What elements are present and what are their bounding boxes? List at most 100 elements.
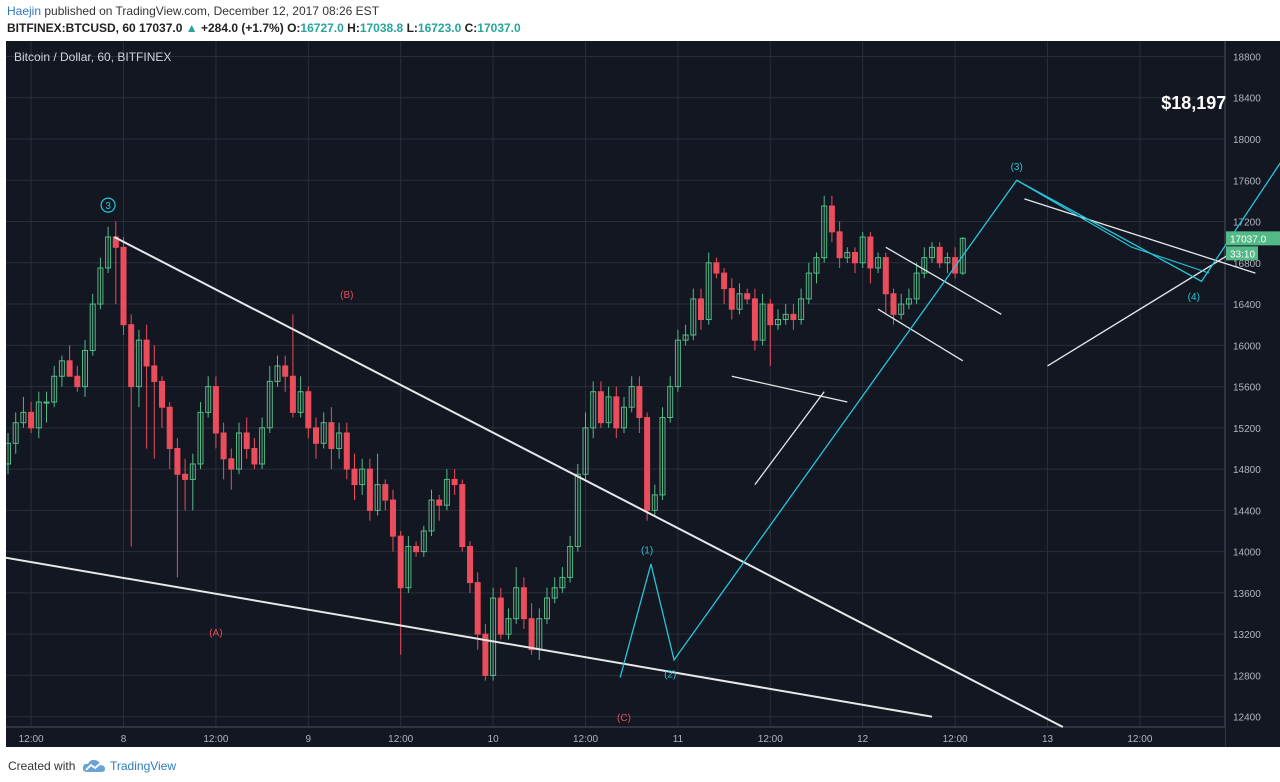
candle-body xyxy=(382,484,389,501)
y-tick-label: 13600 xyxy=(1233,589,1261,600)
candle-body xyxy=(905,298,912,305)
wave-label: (B) xyxy=(340,290,353,301)
candle-body xyxy=(459,484,466,547)
trendline xyxy=(754,391,825,485)
candle-body xyxy=(482,633,489,676)
candle-body xyxy=(35,401,42,429)
y-tick-label: 12400 xyxy=(1233,713,1261,724)
candle-body xyxy=(266,380,273,429)
publish-info: Haejin published on TradingView.com, Dec… xyxy=(7,4,379,18)
candle-body xyxy=(220,432,227,460)
candle-body xyxy=(182,473,189,480)
chart-background xyxy=(6,41,1280,747)
x-tick-label: 9 xyxy=(306,734,312,745)
publish-text: published on TradingView.com, December 1… xyxy=(41,4,380,18)
candle-body xyxy=(859,236,866,264)
x-tick-label: 12:00 xyxy=(1127,734,1152,745)
candle-body xyxy=(574,473,581,547)
y-tick-label: 14800 xyxy=(1233,465,1261,476)
candle-body xyxy=(651,494,658,511)
candle-body xyxy=(20,411,27,424)
candle-body xyxy=(135,339,142,388)
elliott-wave-line-alt xyxy=(1016,179,1210,274)
elliott-wave-line xyxy=(619,162,1280,678)
wave-label: (1) xyxy=(641,546,653,557)
candle-body xyxy=(605,396,612,424)
candle-body xyxy=(559,576,566,589)
candle-body xyxy=(613,396,620,429)
x-tick-label: 11 xyxy=(673,734,684,745)
candle-body xyxy=(490,597,497,676)
candle-body xyxy=(443,478,450,506)
candle-body xyxy=(790,313,797,321)
candle-body xyxy=(97,267,104,305)
candle-body xyxy=(189,463,196,480)
x-tick-label: 12:00 xyxy=(203,734,228,745)
candle-body xyxy=(128,324,135,388)
candle-body xyxy=(336,432,343,449)
chart-area[interactable]: 12400 12800 13200 13600 14000 14400 14800 15200… xyxy=(0,41,1280,747)
candle-body xyxy=(28,411,35,429)
tradingview-link[interactable]: TradingView xyxy=(110,759,177,773)
candle-body xyxy=(120,246,127,326)
candle-body xyxy=(66,360,73,377)
candle-body xyxy=(836,231,843,259)
trendline xyxy=(113,236,1064,728)
trendline xyxy=(1024,198,1256,274)
price-chart[interactable]: 12400 12800 13200 13600 14000 14400 14800 15200… xyxy=(0,41,1280,747)
y-tick-label: 15600 xyxy=(1233,383,1261,394)
x-tick-label: 12:00 xyxy=(758,734,783,745)
candle-body xyxy=(305,391,312,429)
candle-body xyxy=(690,298,697,336)
candle-body xyxy=(74,375,81,388)
low-label: L: xyxy=(406,21,418,35)
candle-body xyxy=(867,236,874,269)
candle-body xyxy=(143,339,150,367)
y-tick-label: 14000 xyxy=(1233,548,1261,559)
candle-body xyxy=(282,365,289,377)
candle-body xyxy=(921,257,928,274)
y-tick-label: 13200 xyxy=(1233,630,1261,641)
candle-body xyxy=(674,339,681,388)
price-tag-value: 17037.0 xyxy=(1230,234,1267,245)
candles xyxy=(5,195,966,681)
candle-body xyxy=(5,442,11,465)
candle-body xyxy=(844,251,851,259)
y-tick-label: 16400 xyxy=(1233,300,1261,311)
candle-body xyxy=(513,587,520,620)
candle-body xyxy=(166,406,173,449)
y-tick-label: 15200 xyxy=(1233,424,1261,435)
candle-body xyxy=(228,458,235,470)
candle-body xyxy=(274,365,281,382)
candle-body xyxy=(420,530,427,553)
chart-header: Haejin published on TradingView.com, Dec… xyxy=(0,0,1280,40)
candle-body xyxy=(767,303,774,326)
candle-body xyxy=(374,484,381,511)
candle-body xyxy=(628,386,635,408)
wave-label: (C) xyxy=(617,713,631,724)
candle-body xyxy=(682,334,689,341)
candle-body xyxy=(621,406,627,429)
candle-body xyxy=(667,386,674,419)
candle-body xyxy=(405,545,412,589)
y-tick-label: 17200 xyxy=(1233,218,1261,229)
x-tick-label: 12:00 xyxy=(19,734,44,745)
candle-body xyxy=(944,257,951,264)
candle-body xyxy=(343,432,350,470)
x-tick-label: 12:00 xyxy=(388,734,413,745)
candle-body xyxy=(474,582,481,635)
x-tick-label: 10 xyxy=(488,734,500,745)
candle-body xyxy=(721,272,728,290)
candle-body xyxy=(898,303,905,315)
candle-body xyxy=(728,288,735,310)
wave-label: 3 xyxy=(105,201,111,212)
candle-body xyxy=(397,535,404,589)
y-tick-label: 18400 xyxy=(1233,94,1261,105)
candle-body xyxy=(320,422,327,444)
candle-body xyxy=(798,298,805,321)
author-link[interactable]: Haejin xyxy=(7,4,42,18)
candle-body xyxy=(359,468,366,486)
candle-body xyxy=(705,262,712,321)
candle-body xyxy=(259,427,266,465)
candle-body xyxy=(929,246,935,259)
